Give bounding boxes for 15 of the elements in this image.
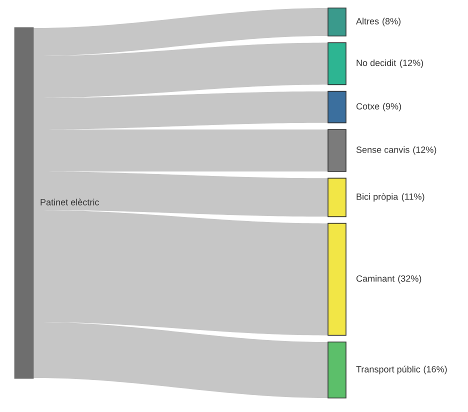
data-label: (12%)	[413, 146, 436, 155]
category-label: Bici pròpia	[356, 193, 398, 202]
data-label: (16%)	[424, 366, 447, 374]
category-label: Sense canvis	[356, 146, 410, 153]
data-label: (11%)	[402, 193, 424, 202]
category-label: Transport públic	[356, 366, 420, 374]
category-label: Altres	[356, 18, 379, 24]
category-label: No decidit	[356, 59, 396, 66]
data-label: (9%)	[383, 102, 401, 112]
data-label: (8%)	[382, 18, 400, 26]
category-label: Cotxe	[356, 103, 380, 110]
data-label: (32%)	[398, 275, 422, 284]
data-label: (12%)	[400, 59, 424, 68]
category-label: Caminant	[356, 275, 395, 282]
text: Patinet elèctric	[40, 198, 99, 206]
